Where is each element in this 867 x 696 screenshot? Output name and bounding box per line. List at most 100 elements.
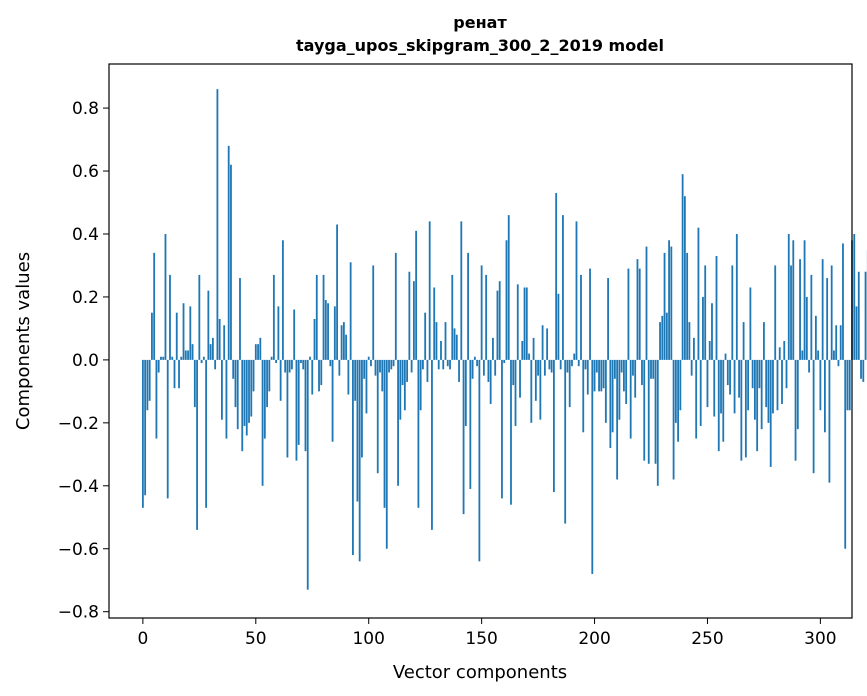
bar-192 (575, 221, 578, 360)
bar-242 (688, 322, 691, 360)
bar-175 (537, 359, 539, 376)
bar-124 (422, 359, 424, 370)
bar-22 (191, 344, 194, 360)
bar-40 (232, 359, 235, 379)
bar-264 (738, 359, 740, 398)
bar-97 (361, 359, 363, 458)
bar-251 (708, 341, 711, 360)
bar-117 (406, 359, 409, 382)
bar-256 (720, 359, 722, 414)
bar-243 (690, 359, 693, 376)
bar-212 (620, 359, 623, 373)
bar-282 (778, 347, 781, 360)
bar-148 (476, 359, 479, 367)
bar-227 (654, 359, 657, 464)
bar-92 (349, 262, 352, 360)
bar-100 (367, 356, 370, 360)
bar-32 (214, 359, 217, 370)
bar-15 (175, 312, 178, 360)
bar-159 (501, 359, 503, 499)
bar-77 (315, 274, 318, 360)
bar-0 (141, 359, 144, 508)
bar-254 (715, 256, 718, 360)
bar-120 (412, 281, 415, 360)
bars-group (141, 89, 867, 590)
bar-318 (860, 359, 862, 379)
bar-198 (589, 268, 591, 360)
y-tick-label: 0.4 (72, 225, 99, 245)
bar-181 (550, 359, 553, 373)
bar-30 (209, 344, 212, 360)
y-axis-label: Components values (13, 252, 34, 430)
bar-199 (591, 359, 594, 574)
bar-269 (749, 287, 752, 360)
bar-36 (223, 325, 226, 360)
bar-81 (324, 300, 327, 360)
bar-183 (555, 193, 558, 360)
bar-119 (410, 359, 413, 373)
bar-132 (440, 341, 442, 360)
bar-185 (559, 359, 562, 370)
bar-245 (695, 359, 698, 439)
bar-300 (819, 359, 822, 411)
bar-225 (650, 359, 652, 379)
bar-87 (338, 359, 341, 376)
bar-137 (451, 274, 454, 360)
plot-frame (108, 63, 853, 619)
bar-309 (839, 325, 842, 360)
bar-118 (408, 271, 411, 360)
bar-60 (277, 306, 280, 360)
bar-320 (864, 271, 867, 360)
bar-281 (776, 359, 779, 411)
bar-260 (729, 359, 731, 395)
bar-236 (674, 359, 677, 423)
bar-187 (564, 359, 567, 524)
bar-27 (202, 356, 205, 360)
bar-294 (805, 296, 808, 360)
bar-280 (774, 265, 777, 360)
bar-115 (401, 359, 404, 386)
bar-155 (492, 337, 494, 360)
bar-257 (722, 359, 725, 442)
bar-13 (171, 356, 174, 360)
bar-154 (489, 359, 492, 404)
bar-196 (584, 359, 587, 370)
bar-205 (604, 359, 607, 423)
bar-274 (760, 359, 763, 430)
bar-29 (207, 290, 210, 360)
bar-34 (218, 318, 221, 360)
bar-72 (304, 359, 307, 452)
bar-207 (609, 359, 612, 449)
bar-20 (187, 350, 189, 360)
bar-197 (586, 359, 589, 395)
bar-151 (482, 359, 485, 376)
bar-230 (661, 315, 664, 360)
bar-191 (573, 353, 576, 360)
bar-166 (516, 284, 519, 360)
bar-182 (552, 359, 555, 493)
bar-319 (862, 359, 865, 382)
bar-21 (189, 306, 192, 360)
bar-106 (381, 359, 384, 392)
bar-85 (333, 306, 336, 360)
bar-241 (686, 252, 689, 360)
bar-235 (672, 359, 675, 480)
bar-23 (193, 359, 196, 408)
bar-317 (857, 271, 860, 360)
bar-206 (607, 278, 609, 360)
bar-8 (160, 356, 162, 360)
bar-18 (182, 303, 185, 360)
bar-261 (731, 265, 734, 360)
bar-133 (442, 359, 445, 370)
y-tick-label: 0.0 (72, 351, 99, 371)
bar-25 (198, 274, 201, 360)
bar-10 (164, 233, 167, 360)
bar-147 (473, 356, 476, 360)
bar-167 (519, 359, 521, 398)
bar-149 (478, 359, 481, 562)
bar-308 (837, 359, 840, 367)
bar-55 (266, 359, 268, 408)
bar-74 (309, 356, 311, 360)
bar-310 (842, 243, 844, 360)
bar-52 (259, 337, 262, 360)
